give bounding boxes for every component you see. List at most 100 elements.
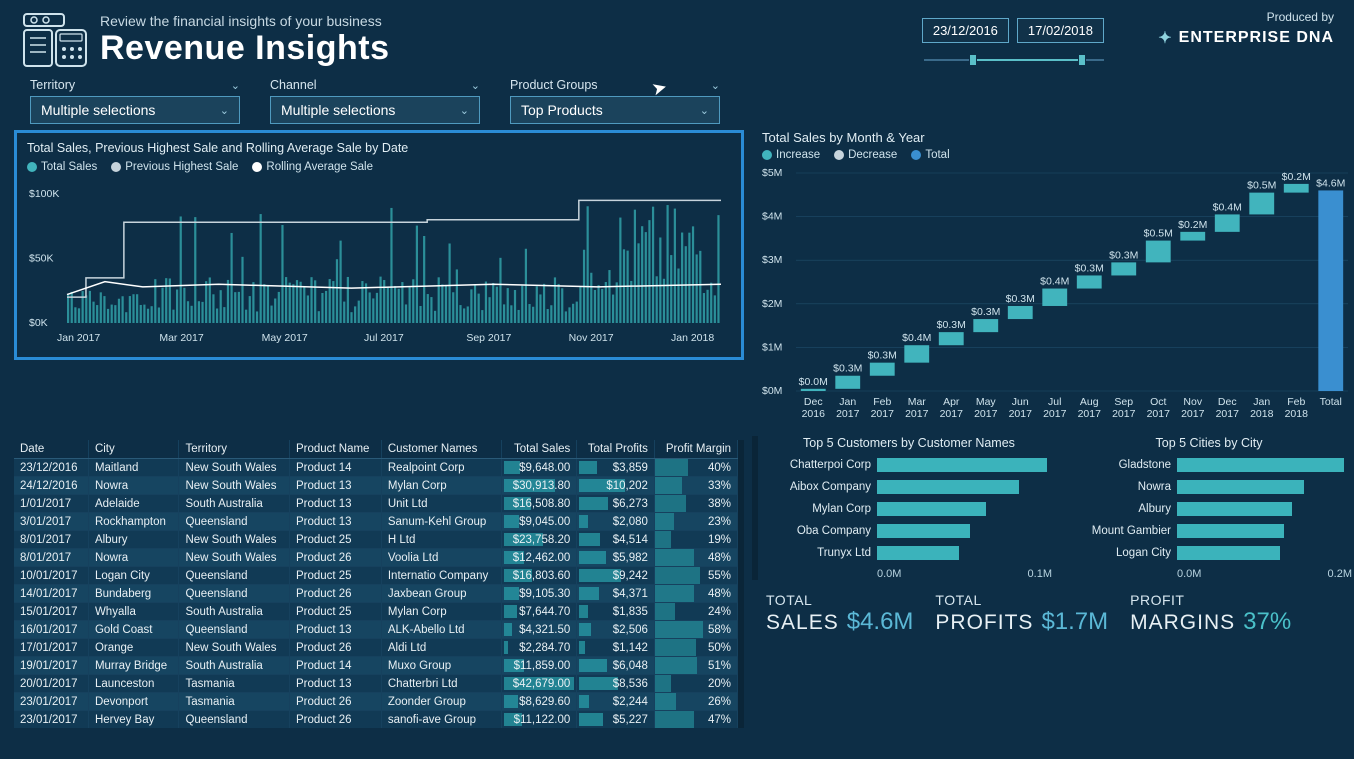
- data-table-panel[interactable]: DateCityTerritoryProduct NameCustomer Na…: [14, 440, 744, 728]
- cell-margin: 26%: [654, 693, 737, 711]
- chevron-down-icon: ⌄: [711, 79, 720, 92]
- top-cities-chart[interactable]: Top 5 Cities by City GladstoneNowraAlbur…: [1066, 436, 1352, 580]
- table-row[interactable]: 8/01/2017NowraNew South WalesProduct 26V…: [14, 549, 738, 567]
- cell: Devonport: [88, 693, 179, 711]
- date-from[interactable]: 23/12/2016: [922, 18, 1009, 43]
- cell-sales: $9,045.00: [502, 513, 577, 531]
- table-row[interactable]: 15/01/2017WhyallaSouth AustraliaProduct …: [14, 603, 738, 621]
- bar-row: Mount Gambier: [1066, 524, 1352, 538]
- table-scrollbar[interactable]: [738, 440, 744, 728]
- cell: South Australia: [179, 495, 289, 513]
- kpi-name: SALES: [766, 611, 839, 635]
- table-row[interactable]: 19/01/2017Murray BridgeSouth AustraliaPr…: [14, 657, 738, 675]
- filter-territory: Territory⌄ Multiple selections ⌄: [30, 78, 240, 124]
- cell-sales: $12,462.00: [502, 549, 577, 567]
- svg-text:$0.5M: $0.5M: [1144, 228, 1173, 240]
- cell: Tasmania: [179, 693, 289, 711]
- table-row[interactable]: 24/12/2016NowraNew South WalesProduct 13…: [14, 477, 738, 495]
- table-row[interactable]: 10/01/2017Logan CityQueenslandProduct 25…: [14, 567, 738, 585]
- column-header[interactable]: Profit Margin: [654, 440, 737, 459]
- table-row[interactable]: 14/01/2017BundabergQueenslandProduct 26J…: [14, 585, 738, 603]
- channel-dropdown[interactable]: Multiple selections ⌄: [270, 96, 480, 124]
- table-row[interactable]: 17/01/2017OrangeNew South WalesProduct 2…: [14, 639, 738, 657]
- svg-text:Nov: Nov: [1183, 396, 1202, 408]
- cell: ALK-Abello Ltd: [381, 621, 501, 639]
- legend-item: Decrease: [834, 149, 897, 161]
- legend-item: Previous Highest Sale: [111, 161, 238, 173]
- table-row[interactable]: 20/01/2017LauncestonTasmaniaProduct 13Ch…: [14, 675, 738, 693]
- cell-sales: $42,679.00: [502, 675, 577, 693]
- cell: 10/01/2017: [14, 567, 88, 585]
- territory-dropdown[interactable]: Multiple selections ⌄: [30, 96, 240, 124]
- cell-sales: $30,913.80: [502, 477, 577, 495]
- cell-profits: $3,859: [577, 459, 655, 477]
- svg-text:2017: 2017: [1181, 408, 1205, 420]
- top-customers-chart[interactable]: Top 5 Customers by Customer Names Chatte…: [766, 436, 1052, 580]
- cell: 8/01/2017: [14, 531, 88, 549]
- logo-block: Review the financial insights of your bu…: [20, 10, 390, 70]
- cell-sales: $11,859.00: [502, 657, 577, 675]
- table-row[interactable]: 23/12/2016MaitlandNew South WalesProduct…: [14, 459, 738, 477]
- cell: Queensland: [179, 567, 289, 585]
- cell: sanofi-ave Group: [381, 711, 501, 729]
- date-range-slider[interactable]: [924, 50, 1104, 70]
- cell-profits: $5,227: [577, 711, 655, 729]
- chevron-down-icon: ⌄: [220, 104, 229, 117]
- column-header[interactable]: Total Profits: [577, 440, 655, 459]
- cell: Nowra: [88, 549, 179, 567]
- svg-text:$0.3M: $0.3M: [971, 306, 1000, 318]
- cell: Product 25: [289, 603, 381, 621]
- column-header[interactable]: Customer Names: [381, 440, 501, 459]
- bar-axis: 0.0M0.1M: [766, 568, 1052, 580]
- cell: Product 13: [289, 477, 381, 495]
- cell-margin: 20%: [654, 675, 737, 693]
- header-right: Produced by ✦ ENTERPRISE DNA 23/12/2016 …: [1158, 10, 1334, 58]
- cell-margin: 23%: [654, 513, 737, 531]
- svg-text:Dec: Dec: [1218, 396, 1237, 408]
- svg-text:2017: 2017: [1078, 408, 1102, 420]
- cell: 1/01/2017: [14, 495, 88, 513]
- svg-text:Sep 2017: Sep 2017: [466, 332, 511, 344]
- cell: Maitland: [88, 459, 179, 477]
- table-row[interactable]: 23/01/2017Hervey BayQueenslandProduct 26…: [14, 711, 738, 729]
- cell: Product 26: [289, 585, 381, 603]
- cell: Hervey Bay: [88, 711, 179, 729]
- column-header[interactable]: Date: [14, 440, 88, 459]
- cell: Product 14: [289, 459, 381, 477]
- column-header[interactable]: Total Sales: [502, 440, 577, 459]
- table-row[interactable]: 1/01/2017AdelaideSouth AustraliaProduct …: [14, 495, 738, 513]
- table-row[interactable]: 23/01/2017DevonportTasmaniaProduct 26Zoo…: [14, 693, 738, 711]
- bar-label: Oba Company: [766, 525, 871, 537]
- svg-text:Aug: Aug: [1080, 396, 1099, 408]
- cell: Queensland: [179, 711, 289, 729]
- legend-item: Total: [911, 149, 949, 161]
- product-dropdown[interactable]: Top Products ⌄: [510, 96, 720, 124]
- cell: 15/01/2017: [14, 603, 88, 621]
- line-chart-panel[interactable]: Total Sales, Previous Highest Sale and R…: [14, 130, 744, 360]
- column-header[interactable]: City: [88, 440, 179, 459]
- cell-sales: $2,284.70: [502, 639, 577, 657]
- table-row[interactable]: 3/01/2017RockhamptonQueenslandProduct 13…: [14, 513, 738, 531]
- waterfall-panel[interactable]: Total Sales by Month & Year IncreaseDecr…: [752, 130, 1352, 428]
- svg-text:Feb: Feb: [1287, 396, 1305, 408]
- kpi-margin: PROFIT MARGINS 37%: [1130, 592, 1291, 636]
- cell: 23/01/2017: [14, 693, 88, 711]
- cell: H Ltd: [381, 531, 501, 549]
- cell-profits: $2,506: [577, 621, 655, 639]
- cell: Queensland: [179, 585, 289, 603]
- brand-label: ENTERPRISE DNA: [1179, 29, 1334, 47]
- svg-text:$5M: $5M: [762, 167, 782, 179]
- cell: 24/12/2016: [14, 477, 88, 495]
- cell: South Australia: [179, 603, 289, 621]
- cell: Adelaide: [88, 495, 179, 513]
- svg-text:2017: 2017: [974, 408, 998, 420]
- table-row[interactable]: 16/01/2017Gold CoastQueenslandProduct 13…: [14, 621, 738, 639]
- column-header[interactable]: Product Name: [289, 440, 381, 459]
- svg-text:$0M: $0M: [762, 385, 782, 397]
- right-lower-panel: Top 5 Customers by Customer Names Chatte…: [752, 436, 1352, 728]
- cell: Zoonder Group: [381, 693, 501, 711]
- table-row[interactable]: 8/01/2017AlburyNew South WalesProduct 25…: [14, 531, 738, 549]
- date-to[interactable]: 17/02/2018: [1017, 18, 1104, 43]
- column-header[interactable]: Territory: [179, 440, 289, 459]
- cell: Product 26: [289, 639, 381, 657]
